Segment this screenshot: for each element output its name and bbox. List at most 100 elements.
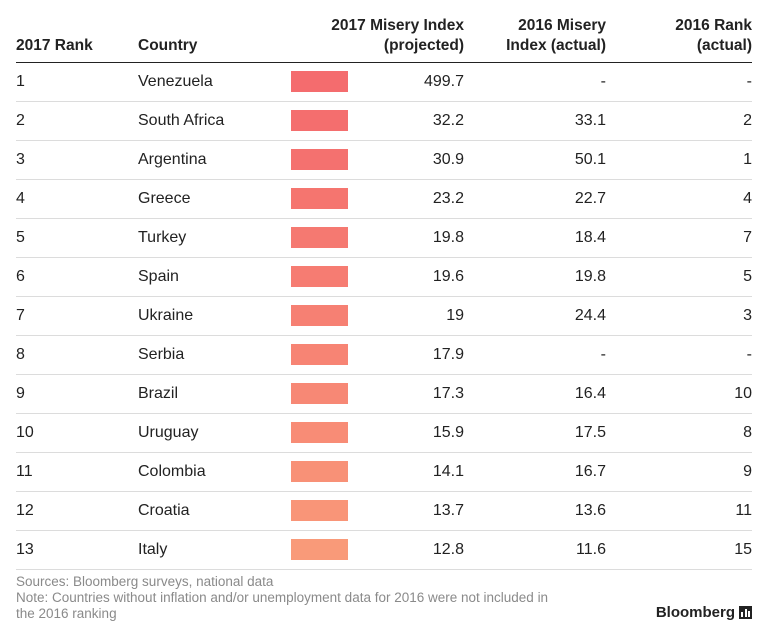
table-row: 12 Croatia 13.7 13.6 11: [16, 492, 752, 531]
footer-notes: Sources: Bloomberg surveys, national dat…: [16, 574, 626, 622]
note-text-line1: Note: Countries without inflation and/or…: [16, 590, 549, 605]
rank-2016-cell: 15: [734, 541, 752, 558]
sources-text: Sources: Bloomberg surveys, national dat…: [16, 574, 274, 589]
country-cell: Italy: [138, 541, 168, 558]
table-row: 10 Uruguay 15.9 17.5 8: [16, 414, 752, 453]
rank-2017-cell: 13: [16, 541, 34, 558]
country-cell: Uruguay: [138, 424, 199, 441]
table-row: 4 Greece 23.2 22.7 4: [16, 180, 752, 219]
table-row: 7 Ukraine 19 24.4 3: [16, 297, 752, 336]
country-cell: Spain: [138, 268, 179, 285]
rank-2017-cell: 3: [16, 151, 25, 168]
misery-2017-cell: 19: [446, 307, 464, 324]
table-row: 8 Serbia 17.9 - -: [16, 336, 752, 375]
country-cell: Croatia: [138, 502, 190, 519]
misery-2017-cell: 17.9: [432, 346, 464, 363]
rank-2017-cell: 7: [16, 307, 25, 324]
misery-2016-cell: 13.6: [574, 502, 606, 519]
misery-bar: [291, 227, 348, 248]
misery-index-table: 2017 Rank Country 2017 Misery Index (pro…: [16, 12, 752, 570]
rank-2017-cell: 11: [16, 463, 33, 480]
misery-2016-cell: 18.4: [574, 229, 606, 246]
misery-bar: [291, 539, 348, 560]
rank-2016-cell: 1: [743, 151, 752, 168]
misery-bar: [291, 266, 348, 287]
country-cell: Brazil: [138, 385, 179, 402]
rank-2017-cell: 6: [16, 268, 25, 285]
misery-2017-cell: 19.8: [432, 229, 464, 246]
rank-2016-cell: 5: [743, 268, 752, 285]
header-2016-rank-line1: 2016 Rank: [675, 17, 752, 34]
rank-2016-cell: -: [746, 346, 752, 363]
country-cell: Serbia: [138, 346, 185, 363]
rank-2016-cell: 2: [743, 112, 752, 129]
header-2016-misery-index: 2016 Misery Index (actual): [506, 16, 606, 56]
table-row: 11 Colombia 14.1 16.7 9: [16, 453, 752, 492]
rank-2016-cell: 7: [743, 229, 752, 246]
misery-2016-cell: 11.6: [576, 541, 606, 558]
misery-2016-cell: 16.4: [574, 385, 606, 402]
rank-2016-cell: 10: [734, 385, 752, 402]
header-2017-misery-line1: 2017 Misery Index: [331, 17, 464, 34]
rank-2016-cell: -: [746, 73, 752, 90]
rank-2017-cell: 8: [16, 346, 25, 363]
table-row: 13 Italy 12.8 11.6 15: [16, 531, 752, 570]
rank-2017-cell: 10: [16, 424, 34, 441]
rank-2016-cell: 11: [735, 502, 752, 519]
rank-2017-cell: 5: [16, 229, 25, 246]
misery-bar: [291, 344, 348, 365]
misery-2017-cell: 17.3: [432, 385, 464, 402]
table-row: 1 Venezuela 499.7 - -: [16, 63, 752, 102]
misery-2017-cell: 23.2: [432, 190, 464, 207]
misery-bar: [291, 461, 348, 482]
misery-bar: [291, 422, 348, 443]
misery-2017-cell: 499.7: [423, 73, 464, 90]
table-header: 2017 Rank Country 2017 Misery Index (pro…: [16, 12, 752, 63]
country-cell: Colombia: [138, 463, 206, 480]
table-row: 2 South Africa 32.2 33.1 2: [16, 102, 752, 141]
table-row: 5 Turkey 19.8 18.4 7: [16, 219, 752, 258]
country-cell: South Africa: [138, 112, 225, 129]
country-cell: Argentina: [138, 151, 207, 168]
misery-2017-cell: 32.2: [432, 112, 464, 129]
misery-2016-cell: 22.7: [574, 190, 606, 207]
country-cell: Turkey: [138, 229, 187, 246]
misery-bar: [291, 110, 348, 131]
rank-2017-cell: 12: [16, 502, 34, 519]
rank-2017-cell: 2: [16, 112, 25, 129]
misery-bar: [291, 305, 348, 326]
misery-bar: [291, 383, 348, 404]
bloomberg-chart-icon: [739, 606, 752, 619]
misery-2016-cell: -: [600, 73, 606, 90]
misery-2016-cell: -: [600, 346, 606, 363]
header-2017-misery-line2: (projected): [383, 37, 464, 54]
table-body: 1 Venezuela 499.7- -2 South Africa 32.2 33.1 2 3…: [16, 63, 752, 570]
header-2016-rank: 2016 Rank (actual): [675, 16, 752, 56]
misery-2017-cell: 13.7: [432, 502, 464, 519]
misery-2016-cell: 16.7: [574, 463, 606, 480]
misery-bar: [291, 71, 348, 92]
misery-2016-cell: 50.1: [574, 151, 606, 168]
rank-2016-cell: 9: [743, 463, 752, 480]
rank-2017-cell: 1: [16, 73, 25, 90]
misery-bar: [291, 188, 348, 209]
header-2017-rank: 2017 Rank: [16, 37, 93, 54]
header-2017-misery-index: 2017 Misery Index (projected): [331, 16, 464, 56]
rank-2016-cell: 3: [743, 307, 752, 324]
rank-2016-cell: 8: [743, 424, 752, 441]
misery-2016-cell: 33.1: [574, 112, 606, 129]
misery-2017-cell: 14.1: [432, 463, 464, 480]
note-text-line2: the 2016 ranking: [16, 606, 117, 621]
misery-bar: [291, 500, 348, 521]
misery-2017-cell: 30.9: [432, 151, 464, 168]
logo-text: Bloomberg: [655, 604, 735, 621]
header-2016-rank-line2: (actual): [696, 37, 752, 54]
misery-2016-cell: 24.4: [574, 307, 606, 324]
rank-2017-cell: 4: [16, 190, 25, 207]
misery-2017-cell: 12.8: [432, 541, 464, 558]
bloomberg-logo: Bloomberg: [656, 604, 752, 621]
rank-2016-cell: 4: [743, 190, 752, 207]
table-row: 3 Argentina 30.9 50.1 1: [16, 141, 752, 180]
country-cell: Greece: [138, 190, 191, 207]
country-cell: Venezuela: [138, 73, 213, 90]
